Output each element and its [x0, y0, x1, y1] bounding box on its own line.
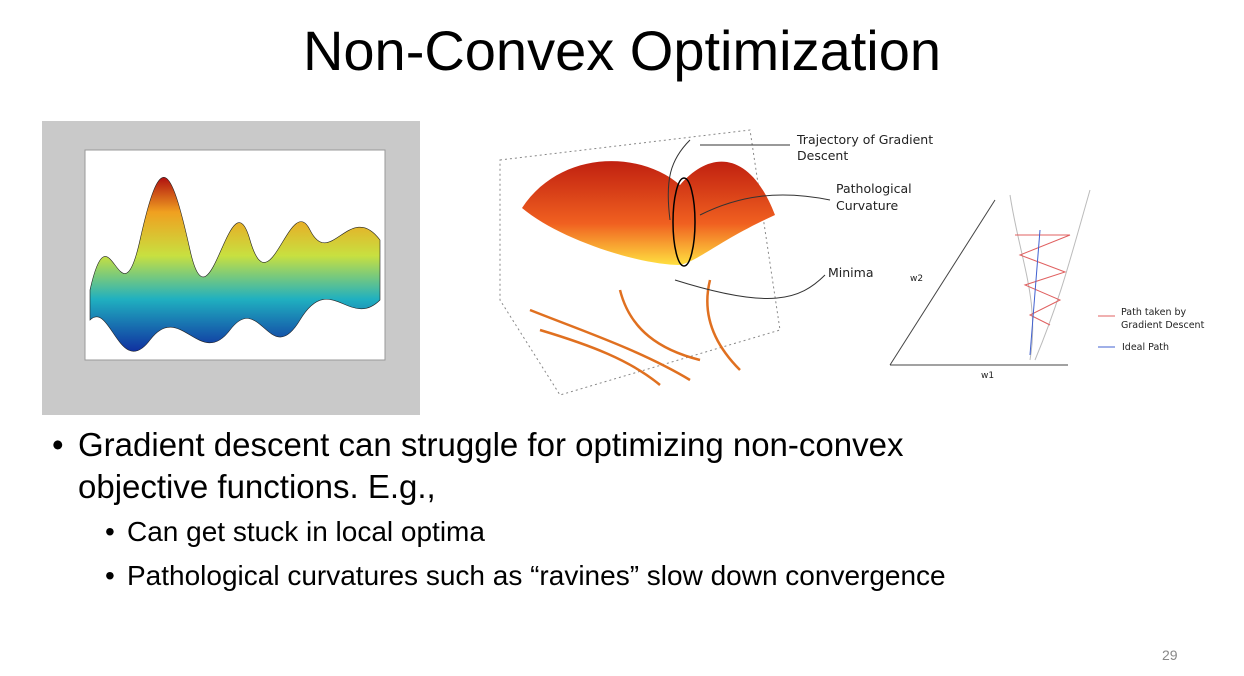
legend-label: Ideal Path [1122, 342, 1169, 353]
annotations: Trajectory of Gradient Descent Pathologi… [796, 132, 1205, 381]
title: Non-Convex Optimization [302, 19, 942, 82]
annotation: Curvature [836, 198, 899, 213]
bullet-text: objective functions. E.g., [78, 468, 436, 505]
page-number: 29 [1162, 647, 1178, 663]
legend-label: Gradient Descent [1121, 320, 1205, 331]
sub-bullet: • Pathological curvatures such as “ravine… [105, 560, 946, 591]
axis-label: w1 [981, 371, 994, 381]
bullet: • Gradient descent can struggle for optim… [52, 426, 904, 463]
legend-label: Path taken by [1121, 307, 1187, 318]
annotation: Trajectory of Gradient [796, 132, 933, 147]
axis-label: w2 [910, 274, 923, 284]
ravine-surface-plot [499, 129, 831, 396]
annotation: Minima [828, 265, 874, 280]
annotation: Descent [797, 148, 848, 163]
annotation: Pathological [836, 181, 912, 196]
local-optima-plot [42, 121, 420, 415]
bullet-text: Gradient descent can struggle for optimi… [78, 426, 904, 463]
ravine-diagram [889, 189, 1115, 366]
sub-bullet-text: Pathological curvatures such as “ravines… [127, 560, 946, 591]
sub-bullet: • Can get stuck in local optima [105, 516, 485, 547]
sub-bullet-text: Can get stuck in local optima [127, 516, 485, 547]
